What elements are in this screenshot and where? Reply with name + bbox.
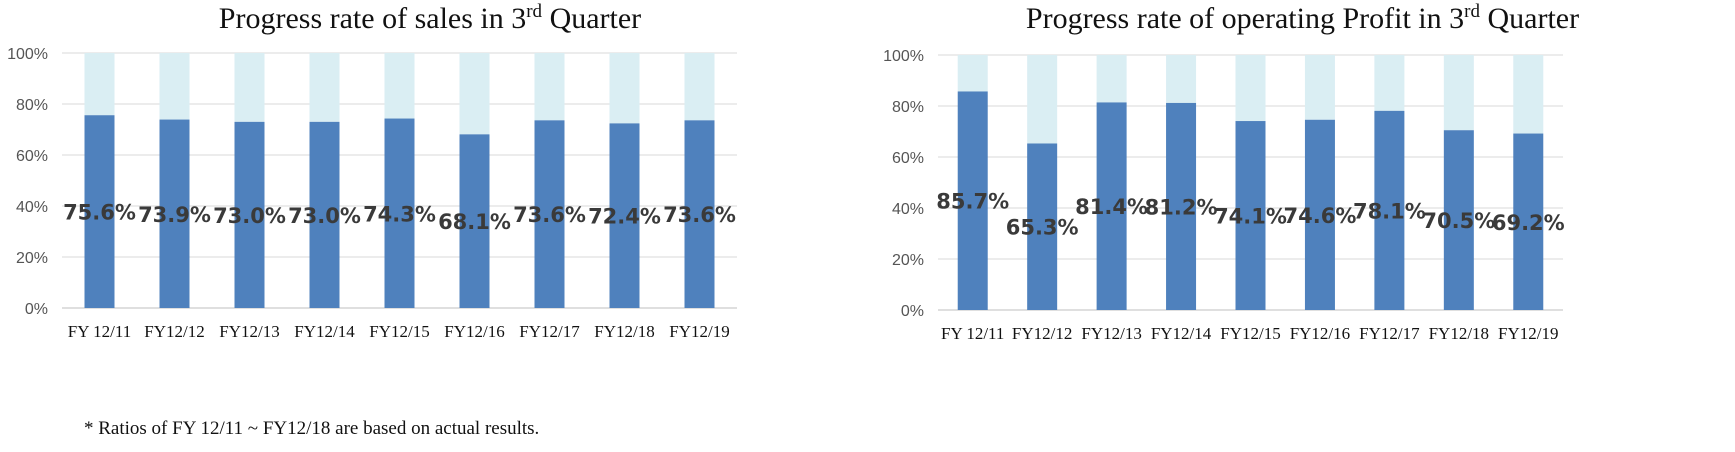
x-tick-label: FY12/16: [444, 322, 504, 341]
bar-remaining: [1027, 55, 1058, 144]
x-tick-label: FY12/12: [144, 322, 204, 341]
bar-remaining: [1096, 55, 1127, 103]
bar-remaining: [1513, 55, 1544, 134]
data-label: 78.1%: [1353, 199, 1426, 223]
x-tick-label: FY12/15: [369, 322, 429, 341]
bar-progress: [1166, 102, 1197, 310]
bar-remaining: [957, 55, 988, 92]
bar-remaining: [159, 53, 190, 120]
bar-progress: [234, 121, 265, 308]
bar-progress: [384, 118, 415, 308]
y-tick-label: 40%: [892, 201, 924, 218]
data-label: 85.7%: [936, 190, 1009, 214]
y-tick-label: 100%: [7, 46, 48, 63]
x-tick-label: FY12/19: [1498, 324, 1558, 343]
bar-progress: [459, 134, 490, 308]
bar-progress: [684, 120, 715, 308]
y-tick-label: 80%: [16, 97, 48, 114]
y-tick-label: 40%: [16, 199, 48, 216]
bar-progress: [84, 115, 115, 308]
x-tick-label: FY12/14: [294, 322, 355, 341]
bar-progress: [309, 121, 340, 308]
x-tick-label: FY12/18: [594, 322, 654, 341]
data-label: 75.6%: [63, 201, 136, 225]
data-label: 73.0%: [213, 204, 286, 228]
bar-progress: [957, 91, 988, 310]
bar-progress: [609, 123, 640, 308]
data-label: 74.6%: [1284, 204, 1357, 228]
data-label: 73.9%: [138, 203, 211, 227]
x-tick-label: FY12/17: [1359, 324, 1420, 343]
bar-remaining: [684, 53, 715, 121]
data-label: 72.4%: [588, 205, 661, 229]
data-label: 74.3%: [363, 202, 436, 226]
data-label: 65.3%: [1006, 216, 1079, 240]
data-label: 73.0%: [288, 204, 361, 228]
x-tick-label: FY12/14: [1151, 324, 1212, 343]
data-label: 74.1%: [1214, 205, 1287, 229]
bar-remaining: [384, 53, 415, 119]
bar-remaining: [309, 53, 340, 122]
data-label: 68.1%: [438, 210, 511, 234]
x-tick-label: FY 12/11: [68, 322, 131, 341]
bar-remaining: [1235, 55, 1266, 122]
y-tick-label: 80%: [892, 99, 924, 116]
bar-remaining: [459, 53, 490, 135]
x-tick-label: FY12/12: [1012, 324, 1072, 343]
data-label: 70.5%: [1422, 209, 1495, 233]
data-label: 81.2%: [1145, 195, 1218, 219]
data-label: 73.6%: [663, 203, 736, 227]
chart-title: Progress rate of sales in 3rd Quarter: [218, 1, 642, 35]
y-tick-label: 60%: [16, 148, 48, 165]
bar-remaining: [1304, 55, 1335, 120]
x-tick-label: FY12/17: [519, 322, 580, 341]
x-tick-label: FY12/13: [219, 322, 279, 341]
x-tick-label: FY12/18: [1429, 324, 1489, 343]
bar-remaining: [1443, 55, 1474, 131]
bar-progress: [159, 119, 190, 309]
sales-progress-chart: Progress rate of sales in 3rd Quarter 0%…: [0, 0, 860, 400]
bar-progress: [1096, 102, 1127, 311]
x-tick-label: FY12/16: [1290, 324, 1350, 343]
operating-profit-progress-chart: Progress rate of operating Profit in 3rd…: [870, 0, 1735, 400]
operating-profit-progress-plot: 0% 20% 40% 60% 80% 100% 85.7% FY 12/11 65.3% FY12…: [883, 48, 1565, 343]
bar-remaining: [609, 53, 640, 124]
bar-progress: [1235, 121, 1266, 310]
x-tick-label: FY 12/11: [941, 324, 1004, 343]
y-tick-label: 0%: [901, 303, 924, 320]
data-label: 73.6%: [513, 203, 586, 227]
data-label: 81.4%: [1075, 195, 1148, 219]
bar-progress: [1374, 110, 1405, 310]
bar-remaining: [534, 53, 565, 121]
y-tick-label: 20%: [892, 252, 924, 269]
bar-remaining: [234, 53, 265, 122]
y-tick-label: 60%: [892, 150, 924, 167]
chart-title: Progress rate of operating Profit in 3rd…: [1025, 1, 1580, 35]
x-tick-label: FY12/19: [669, 322, 729, 341]
y-tick-label: 0%: [25, 301, 48, 318]
bar-remaining: [1374, 55, 1405, 111]
bar-remaining: [1166, 55, 1197, 103]
x-tick-label: FY12/13: [1081, 324, 1141, 343]
bar-remaining: [84, 53, 115, 116]
y-tick-label: 100%: [883, 48, 924, 65]
bar-progress: [1027, 143, 1058, 310]
bar-progress: [1513, 133, 1544, 310]
y-tick-label: 20%: [16, 250, 48, 267]
x-tick-label: FY12/15: [1220, 324, 1280, 343]
sales-progress-plot: 0% 20% 40% 60% 80% 100% 75.6% FY 12/11 73.9% FY12…: [7, 46, 737, 341]
bar-progress: [534, 120, 565, 308]
footnote: * Ratios of FY 12/11 ~ FY12/18 are based…: [84, 418, 540, 439]
bar-progress: [1304, 119, 1335, 311]
data-label: 69.2%: [1492, 211, 1565, 235]
bar-progress: [1443, 130, 1474, 310]
